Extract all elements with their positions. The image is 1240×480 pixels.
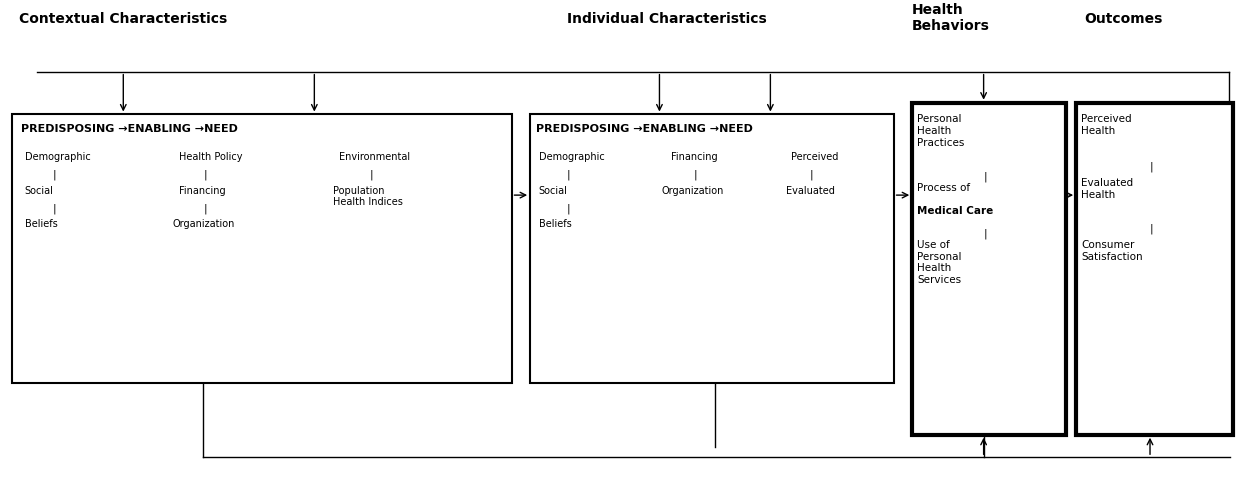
Bar (913, 103, 1066, 435)
Text: Medical Care: Medical Care (918, 205, 993, 216)
Text: |: | (203, 203, 207, 214)
Text: Environmental: Environmental (339, 152, 410, 162)
Text: Financing: Financing (671, 152, 717, 162)
Text: Process of: Process of (918, 183, 970, 193)
Text: |: | (53, 170, 57, 180)
Text: |: | (1149, 162, 1153, 172)
Text: Organization: Organization (662, 186, 724, 196)
Text: PREDISPOSING →ENABLING →NEED: PREDISPOSING →ENABLING →NEED (536, 124, 753, 134)
Text: Consumer
Satisfaction: Consumer Satisfaction (1081, 240, 1142, 262)
Text: Outcomes: Outcomes (1085, 12, 1163, 26)
Text: |: | (983, 228, 987, 239)
Text: Personal
Health
Practices: Personal Health Practices (918, 114, 965, 148)
Text: Population
Health Indices: Population Health Indices (332, 186, 403, 207)
Text: Health
Behaviors: Health Behaviors (913, 3, 990, 33)
Text: Financing: Financing (179, 186, 226, 196)
Text: |: | (810, 170, 813, 180)
Text: Demographic: Demographic (538, 152, 604, 162)
Text: |: | (53, 203, 57, 214)
Text: |: | (1149, 224, 1153, 234)
Bar (529, 114, 894, 383)
Text: Health Policy: Health Policy (179, 152, 242, 162)
Text: |: | (203, 170, 207, 180)
Text: Beliefs: Beliefs (538, 219, 572, 229)
Text: Organization: Organization (172, 219, 234, 229)
Bar (12, 114, 512, 383)
Text: Perceived
Health: Perceived Health (1081, 114, 1132, 136)
Text: |: | (567, 170, 570, 180)
Text: Perceived: Perceived (791, 152, 838, 162)
Text: Demographic: Demographic (25, 152, 91, 162)
Text: |: | (983, 171, 987, 182)
Bar (1076, 103, 1233, 435)
Text: Evaluated
Health: Evaluated Health (1081, 179, 1133, 200)
Text: Social: Social (538, 186, 568, 196)
Text: |: | (370, 170, 373, 180)
Text: Evaluated: Evaluated (786, 186, 836, 196)
Text: |: | (694, 170, 698, 180)
Text: |: | (567, 203, 570, 214)
Text: Social: Social (25, 186, 53, 196)
Text: Individual Characteristics: Individual Characteristics (567, 12, 766, 26)
Text: Beliefs: Beliefs (25, 219, 57, 229)
Text: PREDISPOSING →ENABLING →NEED: PREDISPOSING →ENABLING →NEED (21, 124, 238, 134)
Text: Use of
Personal
Health
Services: Use of Personal Health Services (918, 240, 961, 285)
Text: Contextual Characteristics: Contextual Characteristics (19, 12, 227, 26)
